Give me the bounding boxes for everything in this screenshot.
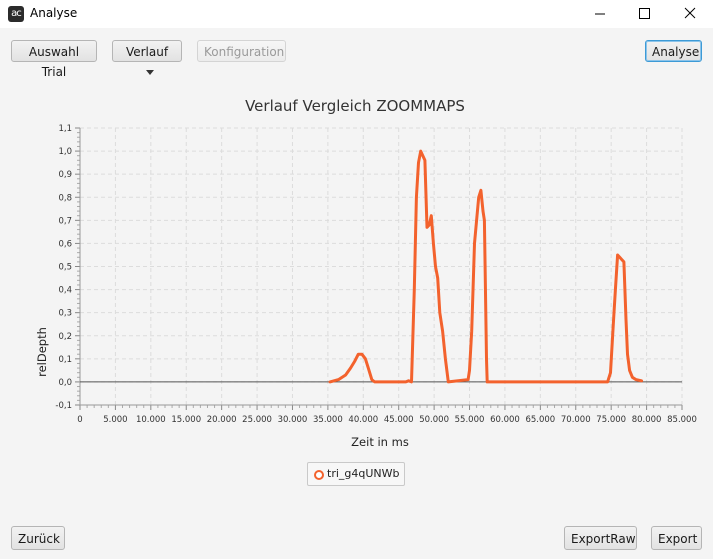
x-tick-label: 65.000 <box>525 415 555 425</box>
y-tick-label: -0,1 <box>55 401 72 411</box>
y-tick-label: 1,1 <box>58 124 72 134</box>
x-tick-label: 0 <box>77 415 82 425</box>
x-tick-label: 5.000 <box>103 415 127 425</box>
y-tick-label: 0,2 <box>58 332 72 342</box>
title-bar: ac Analyse <box>0 0 713 28</box>
export-raw-button[interactable]: ExportRaw <box>564 526 637 550</box>
y-tick-label: 1,0 <box>58 147 72 157</box>
chart-legend: tri_g4qUNWb <box>307 462 405 486</box>
y-tick-label: 0,5 <box>58 263 72 273</box>
window-title: Analyse <box>30 6 78 20</box>
x-axis-label: Zeit in ms <box>351 435 409 449</box>
close-icon[interactable] <box>667 0 713 28</box>
zurueck-button[interactable]: Zurück <box>11 526 65 550</box>
y-tick-label: 0,1 <box>58 355 72 365</box>
y-tick-label: 0,8 <box>58 193 72 203</box>
minimize-icon[interactable] <box>577 0 623 28</box>
x-tick-label: 85.000 <box>667 415 697 425</box>
y-tick-label: 0,0 <box>58 378 72 388</box>
x-tick-label: 10.000 <box>136 415 166 425</box>
x-tick-label: 60.000 <box>490 415 520 425</box>
verlauf-dropdown[interactable]: Verlauf <box>112 40 182 75</box>
x-tick-label: 25.000 <box>242 415 272 425</box>
app-icon: ac <box>8 6 24 22</box>
x-tick-label: 55.000 <box>455 415 485 425</box>
line-chart: Verlauf Vergleich ZOOMMAPS 0 5.000 10.000 1… <box>35 97 697 449</box>
analyse-button[interactable]: Analyse <box>645 40 702 62</box>
x-tick-label: 20.000 <box>207 415 237 425</box>
y-tick-label: 0,3 <box>58 309 72 319</box>
y-tick-label: 0,7 <box>58 216 72 226</box>
x-tick-label: 50.000 <box>419 415 449 425</box>
x-tick-label: 30.000 <box>278 415 308 425</box>
y-tick-label: 0,6 <box>58 239 72 249</box>
export-button[interactable]: Export <box>651 526 702 550</box>
legend-entry: tri_g4qUNWb <box>327 467 400 480</box>
x-tick-label: 45.000 <box>384 415 414 425</box>
x-tick-label: 35.000 <box>313 415 343 425</box>
series-line <box>328 149 644 384</box>
maximize-icon[interactable] <box>621 0 667 28</box>
x-tick-label: 80.000 <box>632 415 662 425</box>
x-tick-label: 15.000 <box>171 415 201 425</box>
y-tick-label: 0,4 <box>58 286 72 296</box>
chart-axes: 0 5.000 10.000 15.000 20.000 25.000 30.000 35.0… <box>55 124 696 425</box>
chart-series <box>328 149 644 384</box>
auswahl-trial-button[interactable]: Auswahl Trial <box>11 40 97 79</box>
x-tick-label: 70.000 <box>561 415 591 425</box>
chart-grid <box>79 127 683 406</box>
verlauf-label: Verlauf <box>125 45 169 59</box>
chevron-down-icon <box>146 70 154 75</box>
y-axis-label: relDepth <box>35 327 49 377</box>
y-tick-label: 0,9 <box>58 170 72 180</box>
chart-title: Verlauf Vergleich ZOOMMAPS <box>245 97 465 115</box>
konfiguration-button[interactable]: Konfiguration <box>197 40 286 62</box>
x-tick-label: 40.000 <box>348 415 378 425</box>
legend-marker-icon <box>314 470 324 480</box>
x-tick-label: 75.000 <box>596 415 626 425</box>
